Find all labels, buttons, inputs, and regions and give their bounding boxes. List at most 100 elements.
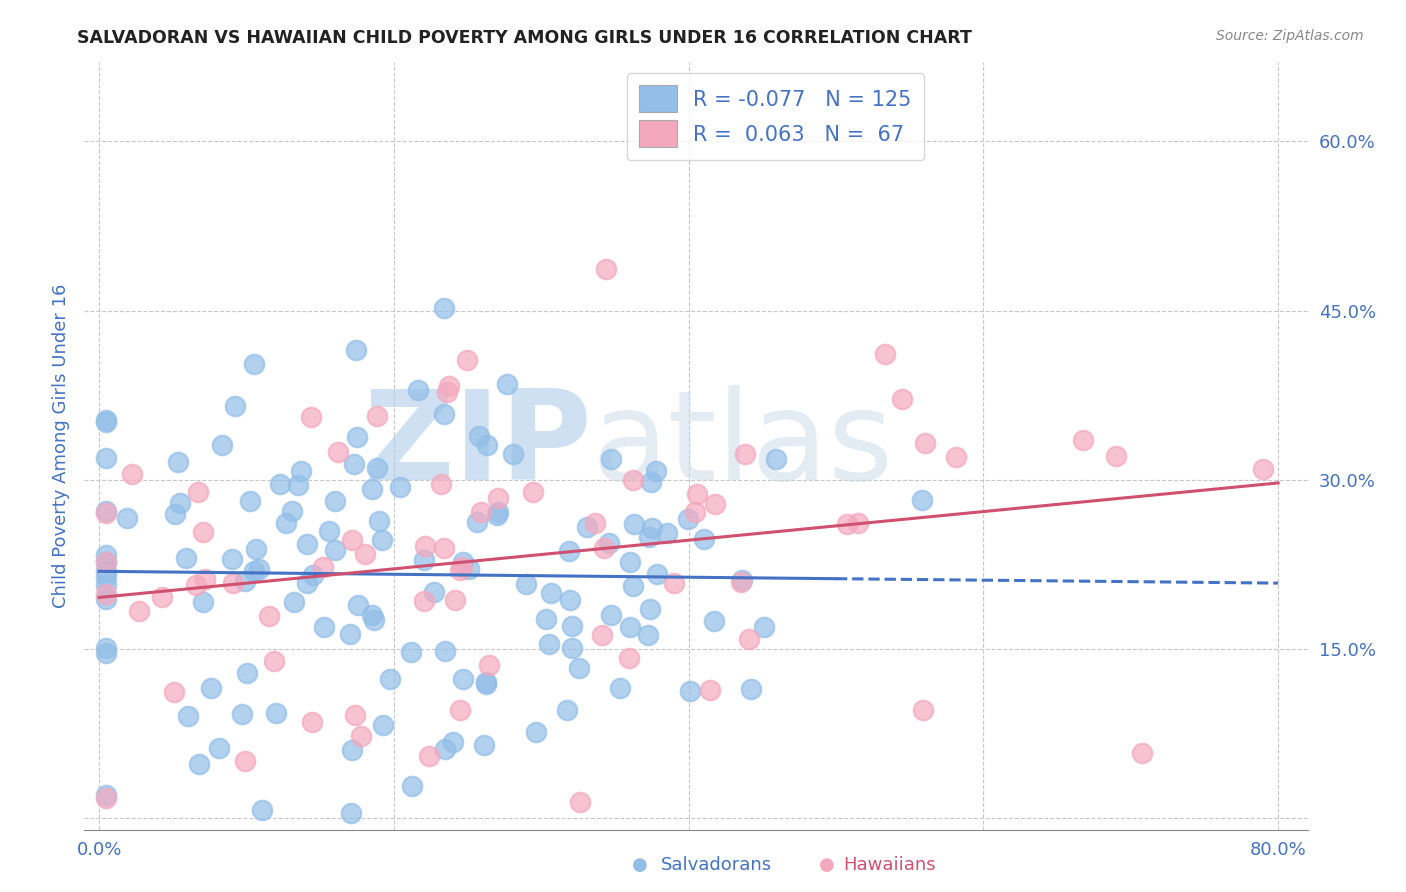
Point — [326, 444, 349, 458]
Point — [367, 514, 389, 528]
Point — [583, 516, 606, 530]
Point — [363, 613, 385, 627]
Point — [245, 541, 267, 556]
Point — [238, 494, 260, 508]
Point — [914, 436, 936, 450]
Point — [222, 576, 245, 591]
Point — [163, 685, 186, 699]
Point — [441, 735, 464, 749]
Point — [598, 535, 620, 549]
Point — [418, 748, 440, 763]
Point — [890, 392, 912, 406]
Point — [312, 620, 335, 634]
Point — [221, 551, 243, 566]
Point — [339, 626, 361, 640]
Point — [191, 524, 214, 539]
Point — [458, 561, 481, 575]
Point — [478, 657, 501, 672]
Point — [323, 494, 346, 508]
Point — [346, 598, 368, 612]
Point — [274, 516, 297, 531]
Point — [619, 620, 641, 634]
Point — [703, 615, 725, 629]
Point — [430, 476, 453, 491]
Point — [486, 491, 509, 505]
Point — [524, 725, 547, 739]
Point — [444, 592, 467, 607]
Point — [875, 347, 897, 361]
Point — [640, 475, 662, 489]
Point — [167, 454, 190, 468]
Point — [693, 532, 716, 546]
Point — [593, 541, 616, 555]
Point — [561, 640, 583, 655]
Point — [96, 415, 118, 429]
Point — [96, 578, 118, 592]
Point — [354, 547, 377, 561]
Point — [734, 447, 756, 461]
Point — [301, 714, 323, 729]
Point — [740, 682, 762, 697]
Point — [184, 578, 207, 592]
Point — [465, 516, 488, 530]
Point — [433, 742, 456, 756]
Point — [475, 675, 498, 690]
Point — [623, 473, 645, 487]
Point — [568, 796, 591, 810]
Point — [475, 438, 498, 452]
Point — [96, 555, 118, 569]
Point — [730, 573, 752, 587]
Point — [637, 530, 659, 544]
Point — [399, 645, 422, 659]
Point — [96, 506, 118, 520]
Point — [200, 681, 222, 696]
Point — [301, 567, 323, 582]
Point — [169, 496, 191, 510]
Point — [96, 570, 118, 584]
Text: ZIP: ZIP — [363, 385, 592, 507]
Point — [247, 562, 270, 576]
Point — [451, 672, 474, 686]
Point — [388, 480, 411, 494]
Point — [281, 504, 304, 518]
Point — [637, 628, 659, 642]
Point — [678, 512, 700, 526]
Point — [323, 543, 346, 558]
Point — [257, 608, 280, 623]
Text: ●: ● — [818, 856, 835, 874]
Point — [290, 465, 312, 479]
Point — [191, 595, 214, 609]
Point — [686, 486, 709, 500]
Point — [287, 478, 309, 492]
Point — [263, 654, 285, 668]
Point — [835, 517, 858, 532]
Point — [366, 409, 388, 423]
Point — [475, 677, 498, 691]
Point — [96, 450, 118, 465]
Text: atlas: atlas — [592, 385, 894, 507]
Point — [412, 593, 434, 607]
Point — [496, 377, 519, 392]
Point — [295, 537, 318, 551]
Point — [591, 627, 613, 641]
Point — [645, 464, 668, 478]
Point — [683, 505, 706, 519]
Point — [468, 429, 491, 443]
Point — [617, 651, 640, 665]
Point — [451, 560, 474, 574]
Point — [311, 560, 333, 574]
Point — [486, 508, 509, 522]
Point — [515, 576, 537, 591]
Point — [449, 703, 471, 717]
Point — [433, 301, 456, 315]
Point — [361, 483, 384, 497]
Point — [346, 429, 368, 443]
Point — [558, 544, 581, 558]
Point — [945, 450, 967, 464]
Point — [910, 493, 932, 508]
Point — [600, 452, 623, 467]
Y-axis label: Child Poverty Among Girls Under 16: Child Poverty Among Girls Under 16 — [52, 284, 70, 608]
Point — [436, 385, 458, 400]
Point — [96, 503, 118, 517]
Point — [224, 399, 246, 413]
